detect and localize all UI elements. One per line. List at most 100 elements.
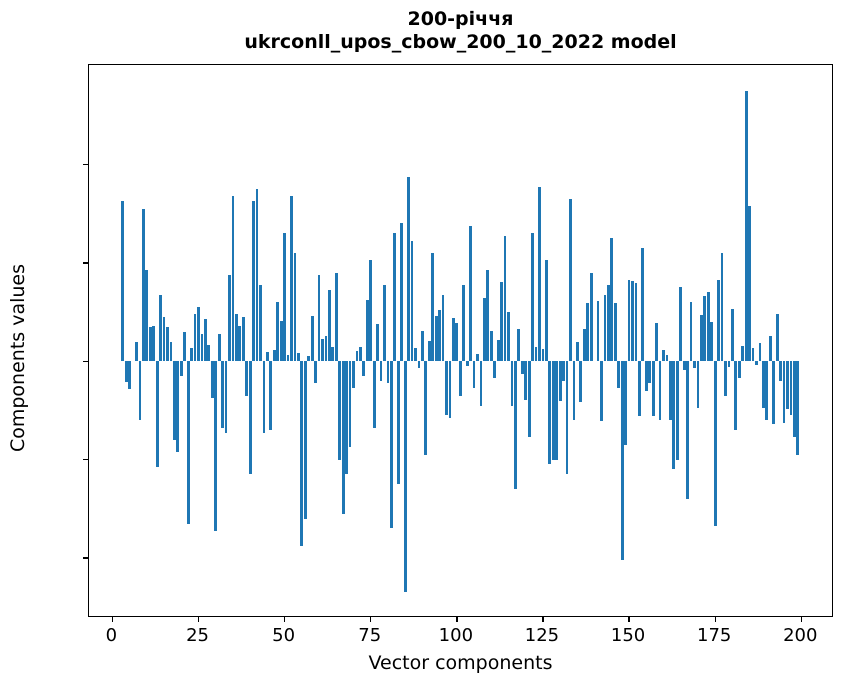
bar-103 <box>465 361 469 367</box>
bar-21 <box>183 331 187 362</box>
bar-193 <box>775 314 779 362</box>
x-tick-mark <box>197 617 200 622</box>
bar-172 <box>703 295 707 362</box>
bar-76 <box>372 361 376 428</box>
bar-18 <box>173 361 176 440</box>
bar-96 <box>441 294 445 362</box>
bar-48 <box>276 302 280 362</box>
bar-47 <box>272 349 276 362</box>
bar-187 <box>755 361 758 365</box>
bar-128 <box>551 361 555 460</box>
bar-97 <box>445 361 448 416</box>
bar-64 <box>331 347 335 362</box>
bar-148 <box>620 361 624 561</box>
bar-77 <box>376 324 379 362</box>
bar-194 <box>779 361 782 381</box>
bar-107 <box>479 361 483 407</box>
bar-4 <box>124 361 128 382</box>
bar-28 <box>207 345 211 362</box>
bar-141 <box>596 301 600 362</box>
bar-81 <box>390 361 393 529</box>
x-tick-label: 50 <box>272 625 296 646</box>
bar-57 <box>307 356 311 362</box>
bar-55 <box>300 361 304 546</box>
bar-8 <box>138 361 142 421</box>
bar-111 <box>493 361 497 379</box>
bar-102 <box>462 284 466 362</box>
bar-84 <box>400 223 404 362</box>
bar-105 <box>472 361 476 389</box>
bar-104 <box>469 225 472 362</box>
bar-83 <box>396 361 400 485</box>
bar-124 <box>538 186 541 362</box>
bar-89 <box>417 361 421 369</box>
x-tick-mark <box>111 617 114 622</box>
x-tick-label: 100 <box>438 625 474 646</box>
bar-58 <box>310 315 314 362</box>
bar-99 <box>452 317 455 362</box>
bar-136 <box>579 361 583 402</box>
bar-176 <box>717 280 720 362</box>
y-tick-mark <box>83 360 88 362</box>
bar-155 <box>644 361 648 391</box>
bar-169 <box>693 361 696 368</box>
bar-118 <box>517 328 521 362</box>
bar-70 <box>352 361 355 389</box>
bar-40 <box>248 361 252 475</box>
bar-63 <box>328 289 331 362</box>
bar-52 <box>290 196 293 362</box>
bar-192 <box>772 361 776 425</box>
y-axis-title: Components values <box>7 263 29 453</box>
chart-title: 200-річчя ukrconll_upos_cbow_200_10_2022… <box>88 8 833 54</box>
bar-100 <box>455 322 459 362</box>
bar-24 <box>193 314 197 362</box>
y-tick-mark <box>83 459 88 461</box>
bar-67 <box>341 361 345 514</box>
bar-39 <box>245 361 249 396</box>
bar-152 <box>634 283 638 362</box>
bar-163 <box>672 361 676 470</box>
bar-121 <box>527 361 531 438</box>
bar-144 <box>607 284 610 362</box>
bar-158 <box>655 323 658 362</box>
bar-123 <box>534 347 538 362</box>
x-tick-label: 175 <box>696 625 732 646</box>
bar-74 <box>365 299 369 362</box>
bar-60 <box>317 275 321 362</box>
bar-159 <box>658 361 662 421</box>
bar-94 <box>434 315 438 362</box>
bar-68 <box>345 361 348 475</box>
x-axis-title: Vector components <box>368 652 553 674</box>
bar-25 <box>197 307 200 362</box>
bar-125 <box>541 349 545 362</box>
bar-65 <box>334 272 338 362</box>
bar-171 <box>700 315 703 362</box>
bar-78 <box>379 361 383 381</box>
bar-29 <box>210 361 214 399</box>
bar-53 <box>293 252 297 362</box>
bar-137 <box>582 328 586 362</box>
bar-37 <box>238 325 242 362</box>
bar-129 <box>555 361 559 460</box>
bar-15 <box>162 316 166 362</box>
bar-149 <box>624 361 627 445</box>
bar-12 <box>152 325 156 362</box>
bar-183 <box>741 346 745 362</box>
bar-162 <box>669 361 672 421</box>
bar-122 <box>531 233 534 362</box>
bar-132 <box>565 361 569 475</box>
bar-180 <box>731 309 734 362</box>
x-tick-mark <box>370 617 372 622</box>
bar-35 <box>231 196 235 362</box>
bar-165 <box>679 287 683 362</box>
bar-20 <box>179 361 183 376</box>
bar-61 <box>321 338 324 362</box>
bar-142 <box>600 361 603 422</box>
bar-45 <box>266 352 269 362</box>
bar-14 <box>159 294 162 362</box>
bar-173 <box>706 292 710 362</box>
bar-54 <box>297 352 300 362</box>
bar-95 <box>438 309 441 362</box>
bar-175 <box>713 361 717 526</box>
y-tick-mark <box>83 163 88 166</box>
